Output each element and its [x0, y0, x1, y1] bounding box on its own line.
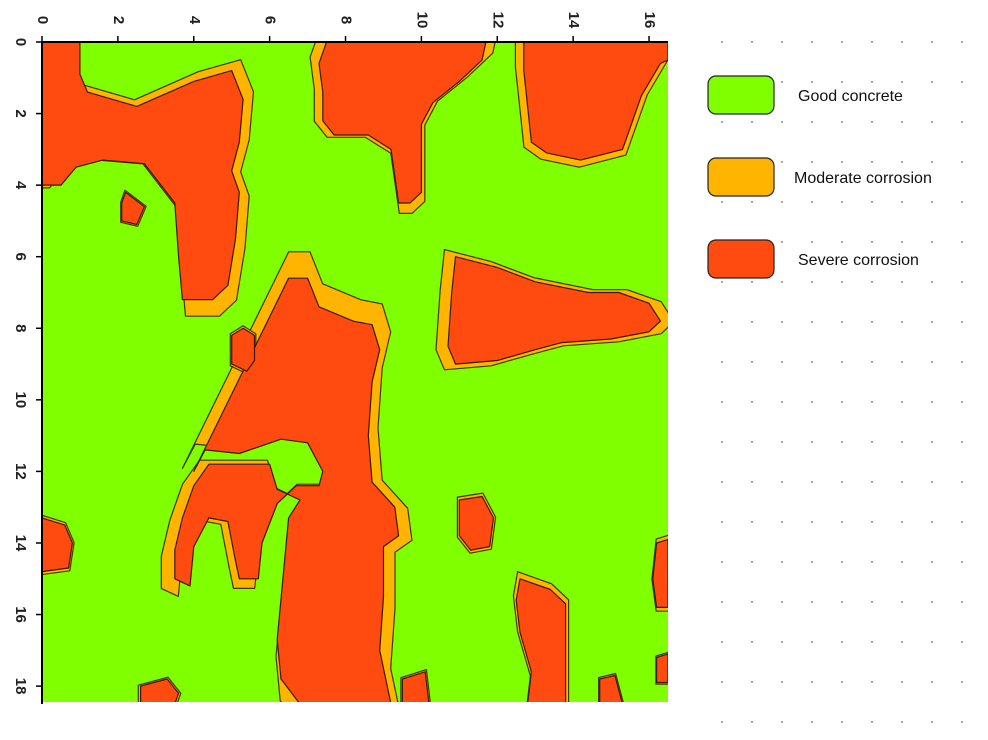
- severe-corrosion-region-11: [140, 678, 180, 702]
- corrosion-regions: [42, 42, 668, 702]
- x-tick-label: 10: [413, 12, 430, 29]
- severe-corrosion-region-6: [231, 327, 256, 372]
- x-tick-label: 0: [34, 16, 51, 24]
- severe-corrosion-region-4: [447, 256, 661, 365]
- severe-corrosion-region-1: [121, 191, 145, 226]
- severe-corrosion-region-9: [515, 578, 567, 702]
- contour-plot-area: [42, 42, 668, 702]
- severe-corrosion-region-3: [523, 42, 668, 161]
- severe-corrosion-region-14: [656, 653, 668, 684]
- severe-corrosion-region-2: [318, 42, 487, 204]
- severe-corrosion-region-0: [42, 42, 244, 301]
- severe-corrosion-region-12: [401, 671, 430, 702]
- axes: 0 2 4 6 8 10 12 14 16 0 2 4 6 8 10 12 14 16 18: [12, 12, 668, 704]
- y-tick-label: 2: [12, 109, 29, 117]
- x-tick-label: 14: [565, 12, 582, 29]
- x-axis-ticks: 0 2 4 6 8 10 12 14 16: [34, 12, 658, 42]
- y-tick-label: 10: [12, 391, 29, 408]
- severe-corrosion-region-7: [42, 517, 73, 573]
- x-tick-label: 16: [641, 12, 658, 29]
- background-dot-grid: [700, 40, 988, 740]
- legend-label: Severe corrosion: [798, 252, 919, 269]
- severe-corrosion-region-8: [458, 495, 495, 551]
- y-tick-label: 8: [12, 324, 29, 332]
- x-tick-label: 4: [186, 16, 203, 25]
- y-tick-label: 18: [12, 678, 29, 695]
- x-tick-label: 8: [338, 16, 355, 24]
- legend-label: Moderate corrosion: [794, 170, 932, 187]
- y-tick-label: 16: [12, 606, 29, 623]
- y-axis-ticks: 0 2 4 6 8 10 12 14 16 18: [12, 38, 42, 695]
- y-tick-label: 0: [12, 38, 29, 46]
- y-tick-label: 12: [12, 463, 29, 480]
- severe-corrosion-region-10: [652, 538, 668, 608]
- legend: Good concrete Moderate corrosion Severe co…: [707, 75, 932, 279]
- y-tick-label: 4: [12, 181, 29, 190]
- severe-corrosion-region-5: [174, 277, 400, 702]
- y-tick-label: 14: [12, 535, 29, 552]
- severe-corrosion-region-13: [599, 674, 623, 702]
- legend-swatch: [707, 239, 775, 279]
- legend-swatch: [707, 75, 775, 115]
- x-tick-label: 6: [262, 16, 279, 24]
- x-tick-label: 12: [489, 12, 506, 29]
- x-tick-label: 2: [110, 16, 127, 24]
- legend-label: Good concrete: [798, 88, 903, 105]
- legend-swatch: [707, 157, 775, 197]
- y-tick-label: 6: [12, 253, 29, 261]
